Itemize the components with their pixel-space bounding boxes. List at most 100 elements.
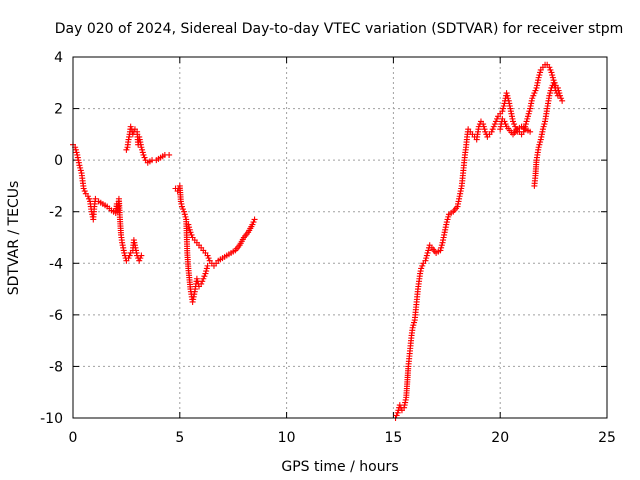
data-point	[140, 151, 147, 158]
data-point	[547, 66, 554, 73]
data-point	[535, 74, 542, 81]
data-point	[205, 255, 212, 262]
data-point	[444, 216, 451, 223]
data-point	[438, 244, 445, 251]
data-point	[504, 92, 511, 99]
data-point	[546, 92, 553, 99]
data-point	[492, 118, 499, 125]
data-point	[182, 213, 189, 220]
data-point	[76, 162, 83, 169]
data-point	[548, 69, 555, 76]
data-point	[204, 252, 211, 259]
data-point	[139, 146, 146, 153]
data-point	[198, 280, 205, 287]
data-point	[138, 252, 145, 259]
y-axis-label: SDTVAR / TECUs	[6, 181, 22, 296]
data-point	[535, 144, 542, 151]
data-point	[489, 126, 496, 133]
data-point	[524, 115, 531, 122]
data-point	[531, 90, 538, 97]
data-point	[139, 149, 146, 156]
data-point	[410, 322, 417, 329]
data-point	[180, 206, 187, 213]
y-tick-label: -6	[49, 308, 63, 324]
data-point	[525, 110, 532, 117]
x-tick-label: 0	[69, 430, 78, 446]
data-point	[527, 128, 534, 135]
data-point	[92, 195, 99, 202]
data-point	[424, 249, 431, 256]
series-segment-2	[123, 123, 173, 166]
chart-title: Day 020 of 2024, Sidereal Day-to-day VTE…	[55, 21, 624, 37]
data-point	[443, 219, 450, 226]
data-point	[423, 255, 430, 262]
data-point	[491, 121, 498, 128]
series-segment-3	[172, 182, 258, 305]
grid	[73, 57, 607, 418]
data-point	[546, 64, 553, 71]
data-point	[550, 79, 557, 86]
data-point	[501, 118, 508, 125]
data-point	[490, 123, 497, 130]
series-segment-1	[70, 141, 145, 264]
axis-ticks: 0 5 10 15 20 25 -10 -8 -6 -4 -2 0 2 4	[40, 50, 616, 446]
data-point	[537, 139, 544, 146]
data-point	[502, 121, 509, 128]
data-point	[510, 118, 517, 125]
data-point	[138, 144, 145, 151]
x-tick-label: 20	[491, 430, 509, 446]
data-point	[186, 224, 193, 231]
data-point	[480, 123, 487, 130]
data-point	[187, 229, 194, 236]
x-tick-label: 15	[384, 430, 402, 446]
data-point	[73, 149, 80, 156]
data-point	[84, 193, 91, 200]
data-point	[411, 319, 418, 326]
data-point	[250, 219, 257, 226]
data-point	[193, 275, 200, 282]
data-point	[422, 257, 429, 264]
data-point	[488, 128, 495, 135]
data-point	[526, 108, 533, 115]
data-point	[500, 105, 507, 112]
data-point	[178, 203, 185, 210]
data-point	[511, 121, 518, 128]
data-point	[438, 242, 445, 249]
data-point	[127, 123, 134, 130]
data-point	[559, 97, 566, 104]
data-point	[251, 216, 258, 223]
data-point	[481, 126, 488, 133]
data-series	[70, 61, 566, 421]
data-point	[393, 412, 400, 419]
data-point	[181, 208, 188, 215]
data-point	[482, 128, 489, 135]
data-point	[480, 121, 487, 128]
series-segment-4	[392, 61, 566, 421]
y-tick-label: 2	[54, 102, 63, 118]
data-point	[249, 221, 256, 228]
data-point	[523, 118, 530, 125]
data-point	[536, 141, 543, 148]
data-point	[200, 275, 207, 282]
y-tick-label: -2	[49, 205, 63, 221]
data-point	[86, 195, 93, 202]
data-point	[536, 72, 543, 79]
data-point	[409, 324, 416, 331]
data-point	[186, 226, 193, 233]
data-point	[121, 249, 128, 256]
y-tick-label: -4	[49, 256, 63, 272]
x-axis-label: GPS time / hours	[281, 459, 398, 475]
data-point	[204, 262, 211, 269]
x-tick-label: 10	[278, 430, 296, 446]
data-point	[549, 74, 556, 81]
data-point	[530, 92, 537, 99]
data-point	[537, 69, 544, 76]
data-point	[540, 123, 547, 130]
data-point	[425, 247, 432, 254]
data-point	[552, 84, 559, 91]
data-point	[394, 409, 401, 416]
data-point	[522, 121, 529, 128]
data-point	[541, 121, 548, 128]
data-point	[201, 273, 208, 280]
data-point	[80, 185, 87, 192]
